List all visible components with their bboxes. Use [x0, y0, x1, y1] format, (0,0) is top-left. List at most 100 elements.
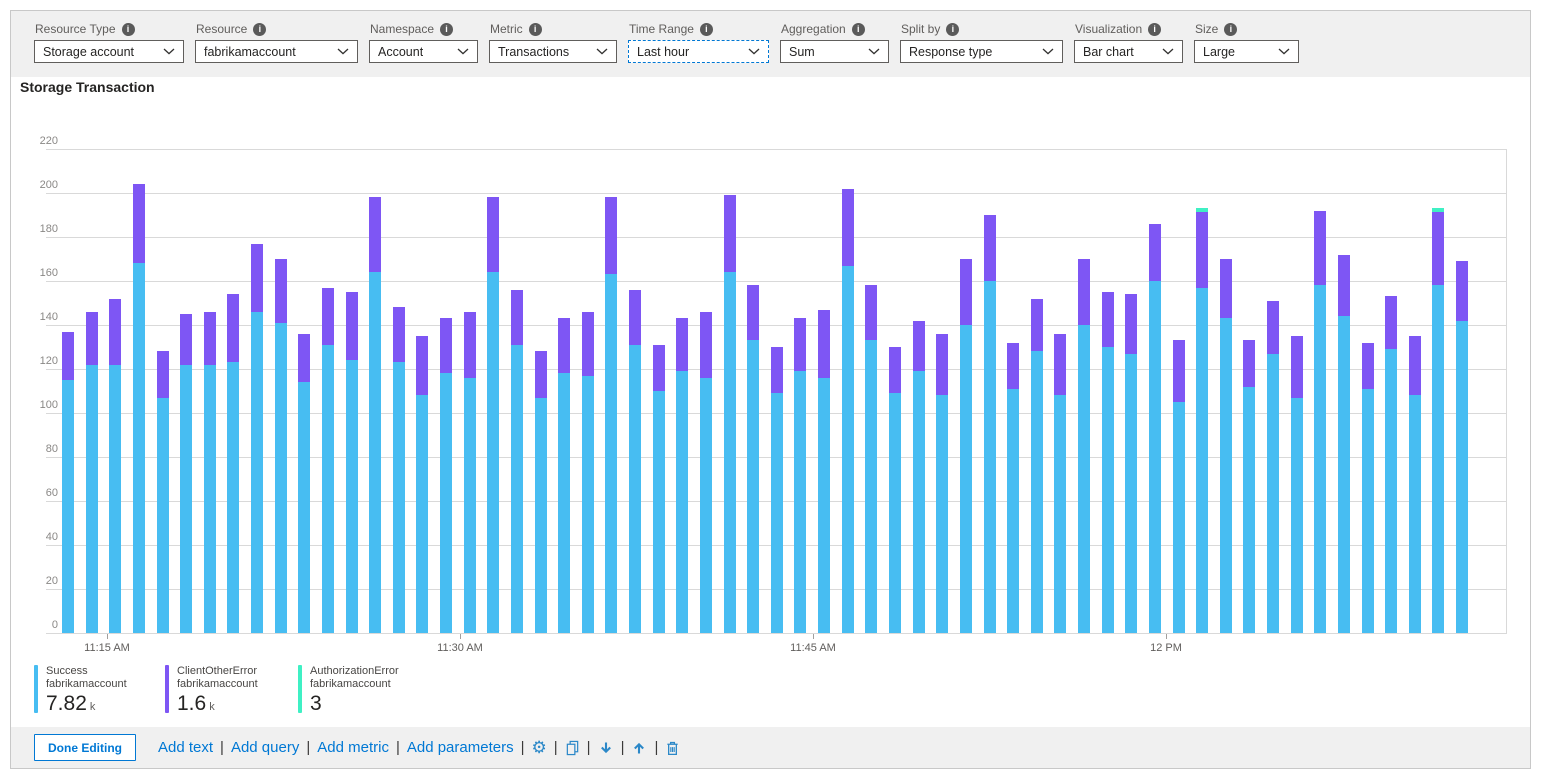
bar[interactable]	[676, 318, 689, 633]
visualization-dropdown[interactable]: Bar chart	[1074, 40, 1183, 63]
namespace-dropdown[interactable]: Account	[369, 40, 478, 63]
info-icon[interactable]: i	[528, 22, 542, 36]
bar[interactable]	[1148, 223, 1161, 633]
metric-dropdown[interactable]: Transactions	[489, 40, 617, 63]
bar[interactable]	[156, 351, 169, 633]
bar[interactable]	[321, 287, 334, 633]
bar-segment-clientothererror	[699, 311, 712, 378]
info-icon[interactable]: i	[121, 22, 135, 36]
size-dropdown[interactable]: Large	[1194, 40, 1299, 63]
arrow-down-icon[interactable]	[598, 740, 614, 756]
bar[interactable]	[959, 259, 972, 633]
bar[interactable]	[1432, 208, 1445, 633]
split-by-dropdown[interactable]: Response type	[900, 40, 1063, 63]
bar[interactable]	[652, 344, 665, 633]
bar[interactable]	[1456, 261, 1469, 633]
bar[interactable]	[180, 314, 193, 633]
bar[interactable]	[251, 243, 264, 633]
bar[interactable]	[1408, 336, 1421, 633]
bar[interactable]	[1172, 340, 1185, 633]
info-icon[interactable]: i	[253, 22, 267, 36]
bar[interactable]	[109, 298, 122, 633]
bar[interactable]	[1030, 298, 1043, 633]
chart-plot-area: 220 200 180 160 140 120 100 80 60 40 20 0 11:15 AM 11…	[40, 135, 1507, 654]
bar[interactable]	[1385, 296, 1398, 633]
bar[interactable]	[392, 307, 405, 633]
bar[interactable]	[274, 259, 287, 633]
bar[interactable]	[487, 197, 500, 633]
filter-label: Split by i	[901, 22, 1063, 36]
resource-dropdown[interactable]: fabrikamaccount	[195, 40, 358, 63]
bar[interactable]	[132, 184, 145, 633]
bar[interactable]	[912, 320, 925, 633]
bar[interactable]	[510, 289, 523, 633]
add-text-link[interactable]: Add text	[158, 739, 214, 756]
copy-icon[interactable]	[565, 740, 580, 756]
arrow-up-icon[interactable]	[631, 740, 647, 756]
bar[interactable]	[605, 197, 618, 633]
bar-segment-success	[770, 393, 783, 633]
bar[interactable]	[1361, 342, 1374, 633]
filter-label-text: Split by	[901, 22, 941, 36]
bar[interactable]	[1007, 342, 1020, 633]
bar[interactable]	[416, 336, 429, 633]
bar[interactable]	[463, 311, 476, 633]
info-icon[interactable]: i	[699, 22, 713, 36]
info-icon[interactable]: i	[440, 22, 454, 36]
bar[interactable]	[1290, 336, 1303, 633]
legend-item-success[interactable]: Success fabrikamaccount 7.82 k	[34, 665, 127, 719]
info-icon[interactable]: i	[946, 22, 960, 36]
resource-type-dropdown[interactable]: Storage account	[34, 40, 184, 63]
bar[interactable]	[1337, 254, 1350, 633]
done-editing-button[interactable]: Done Editing	[34, 734, 136, 761]
bar[interactable]	[629, 289, 642, 633]
bar[interactable]	[936, 333, 949, 633]
legend-item-clientothererror[interactable]: ClientOtherError fabrikamaccount 1.6 k	[165, 665, 258, 719]
bar[interactable]	[1267, 300, 1280, 633]
info-icon[interactable]: i	[851, 22, 865, 36]
bar[interactable]	[369, 197, 382, 633]
gear-icon[interactable]: ⚙	[531, 737, 547, 757]
bar[interactable]	[699, 311, 712, 633]
bar[interactable]	[298, 333, 311, 633]
aggregation-dropdown[interactable]: Sum	[780, 40, 889, 63]
bar[interactable]	[1054, 333, 1067, 633]
legend-item-authorizationerror[interactable]: AuthorizationError fabrikamaccount 3	[298, 665, 399, 715]
bar[interactable]	[558, 318, 571, 633]
bar[interactable]	[581, 311, 594, 633]
bar[interactable]	[534, 351, 547, 633]
legend-series-name: AuthorizationError	[310, 665, 399, 677]
bar[interactable]	[747, 285, 760, 633]
bar[interactable]	[1314, 210, 1327, 633]
add-query-link[interactable]: Add query	[230, 739, 300, 756]
info-icon[interactable]: i	[1224, 22, 1238, 36]
bar-segment-success	[227, 362, 240, 633]
bar[interactable]	[770, 347, 783, 633]
info-icon[interactable]: i	[1148, 22, 1162, 36]
bar[interactable]	[1101, 292, 1114, 633]
bar[interactable]	[1078, 259, 1091, 633]
time-range-dropdown[interactable]: Last hour	[628, 40, 769, 63]
bar[interactable]	[888, 347, 901, 633]
bar[interactable]	[440, 318, 453, 633]
bar[interactable]	[345, 292, 358, 633]
filter-namespace: Namespace i Account	[369, 22, 478, 63]
bar[interactable]	[1125, 294, 1138, 633]
bar[interactable]	[1243, 340, 1256, 633]
bar[interactable]	[85, 311, 98, 633]
bar[interactable]	[841, 188, 854, 633]
bar[interactable]	[794, 318, 807, 633]
trash-icon[interactable]	[665, 740, 680, 756]
bar[interactable]	[1219, 259, 1232, 633]
bar[interactable]	[62, 331, 74, 633]
bar[interactable]	[203, 311, 216, 633]
chevron-down-icon	[868, 48, 880, 55]
bar[interactable]	[723, 195, 736, 633]
add-metric-link[interactable]: Add metric	[317, 739, 389, 756]
bar[interactable]	[865, 285, 878, 633]
bar[interactable]	[1196, 208, 1209, 633]
add-parameters-link[interactable]: Add parameters	[406, 739, 514, 756]
bar[interactable]	[227, 294, 240, 633]
bar[interactable]	[818, 309, 831, 633]
bar[interactable]	[983, 215, 996, 633]
